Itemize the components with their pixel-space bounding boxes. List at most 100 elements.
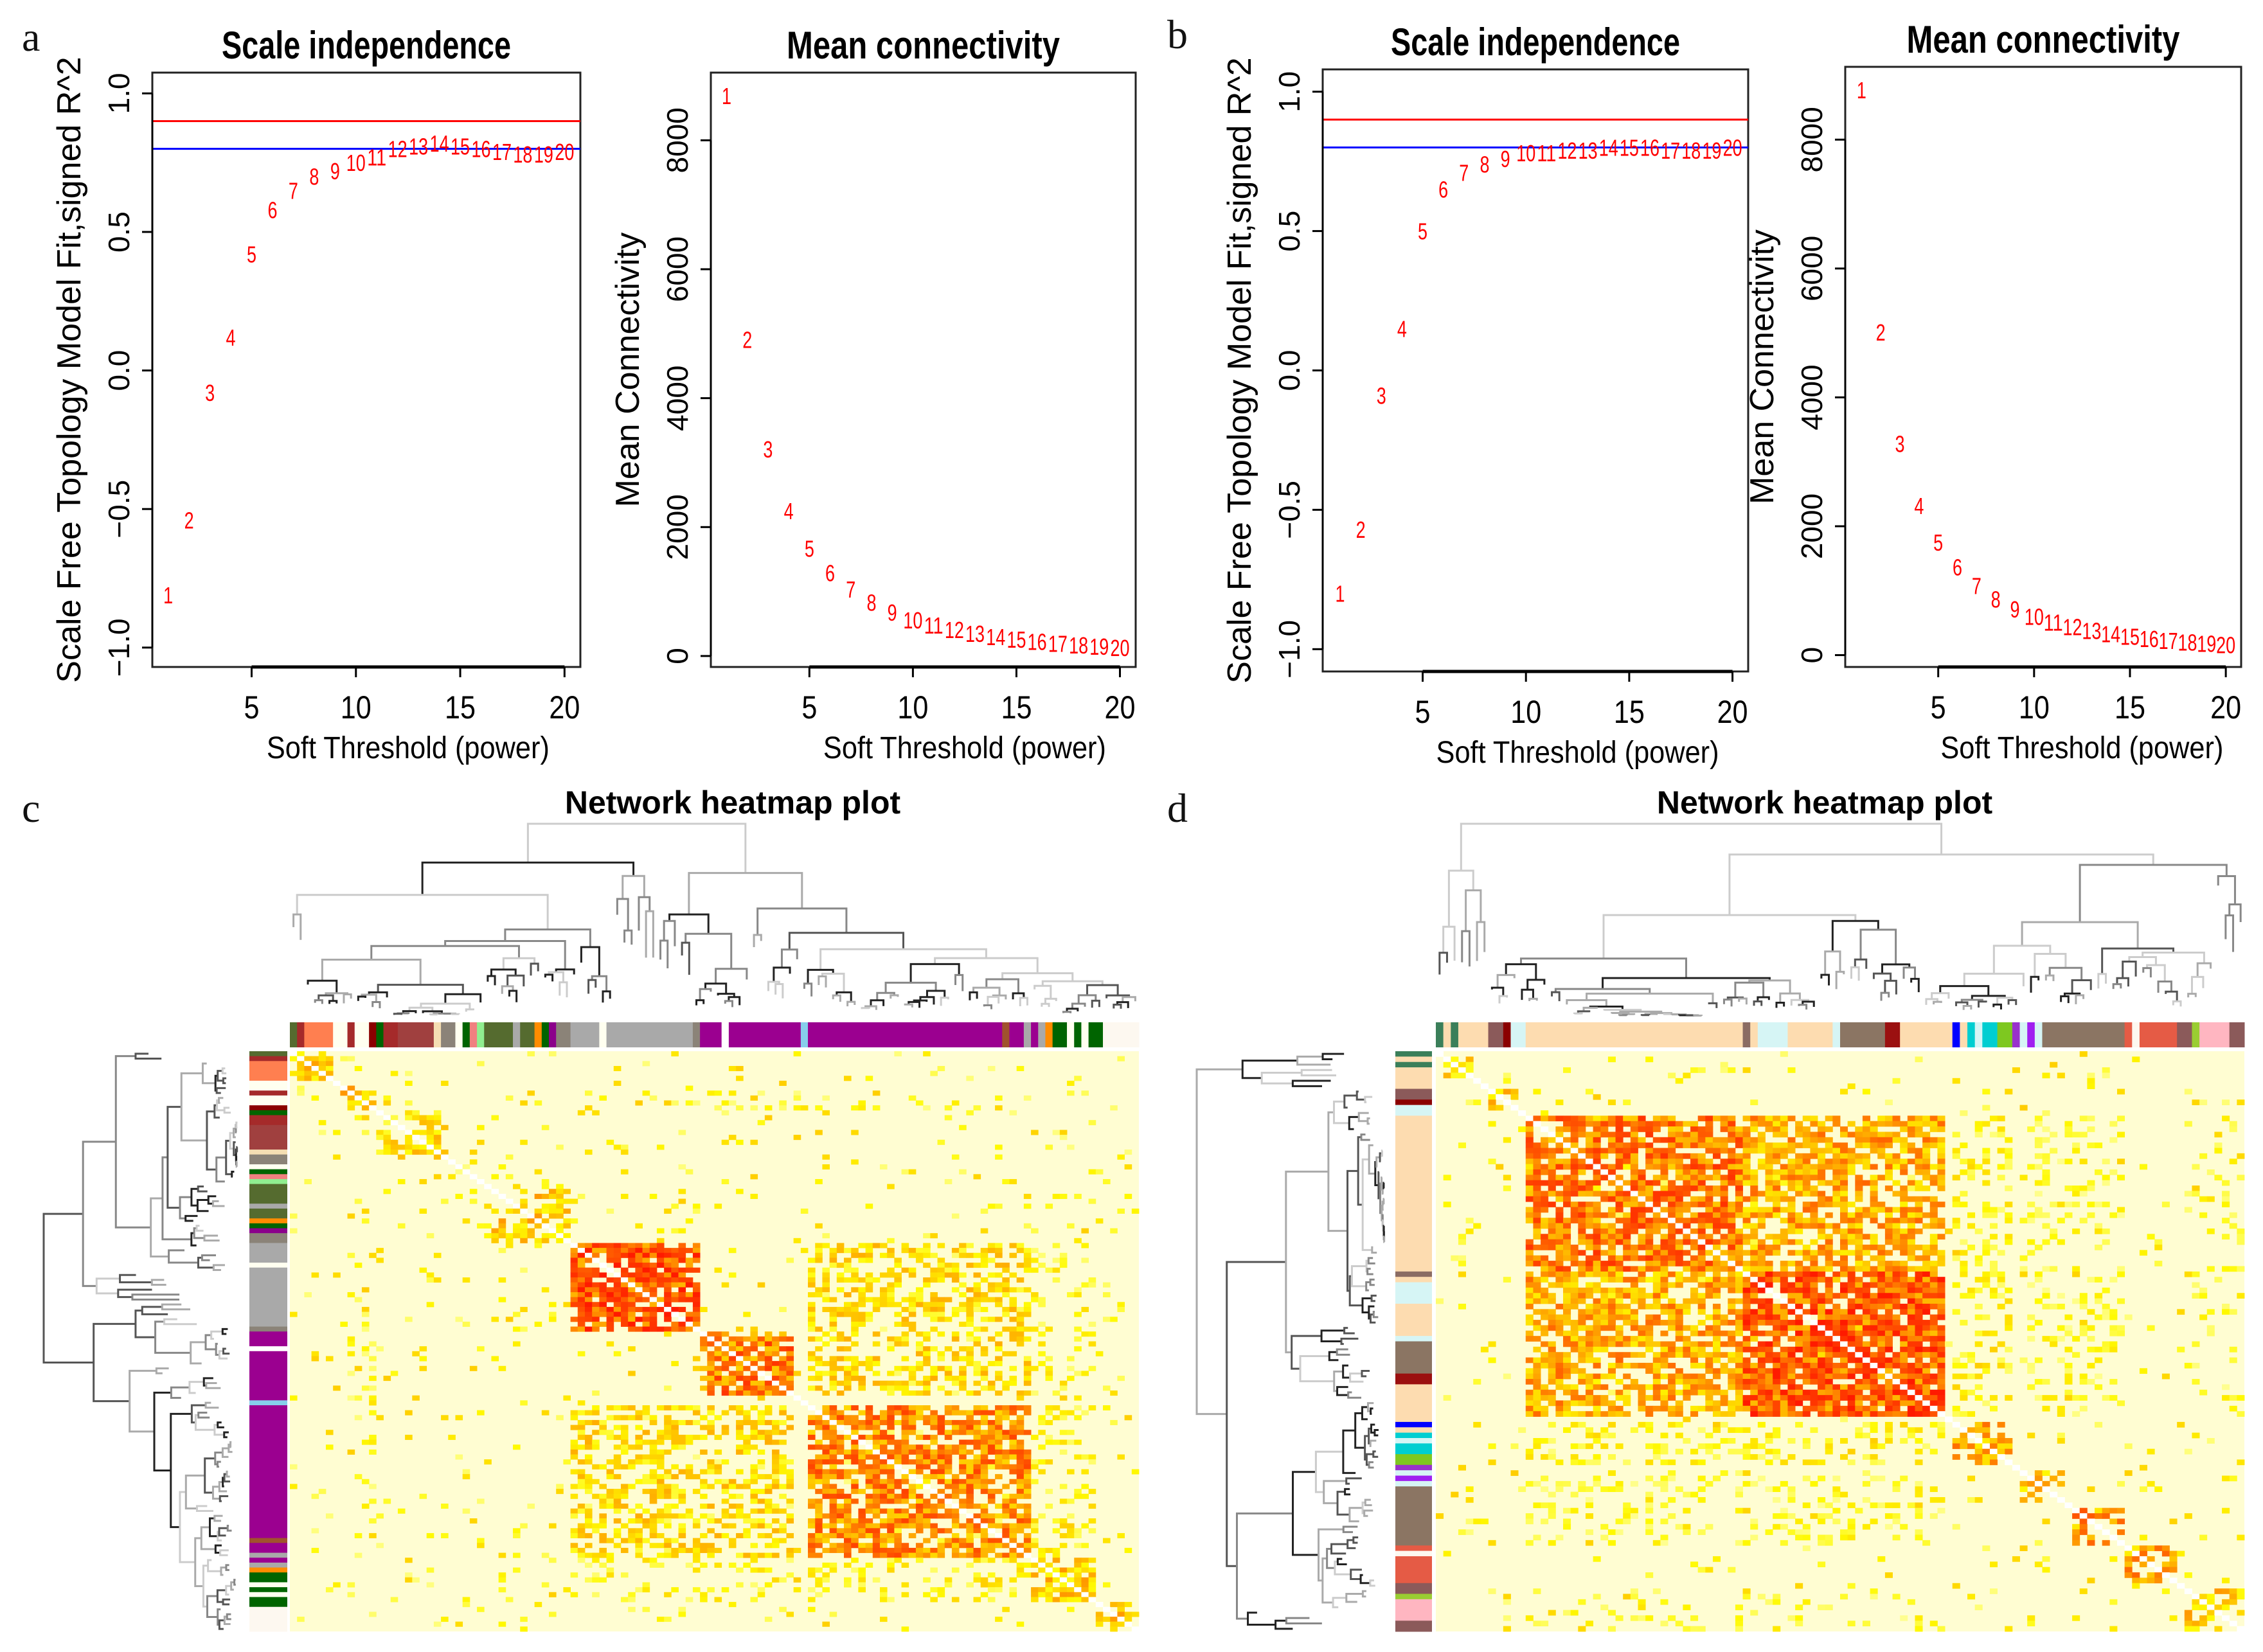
heatmap-cell — [455, 1317, 463, 1322]
heatmap-cell — [1548, 1169, 1556, 1175]
heatmap-cell — [584, 1577, 593, 1583]
heatmap-cell — [584, 1434, 593, 1440]
heatmap-cell — [664, 1449, 672, 1455]
heatmap-cell — [2237, 1228, 2245, 1234]
heatmap-cell — [944, 1317, 953, 1322]
heatmap-cell — [311, 1351, 319, 1356]
heatmap-cell — [1907, 1148, 1915, 1154]
heatmap-cell — [721, 1523, 729, 1529]
heatmap-cell — [959, 1282, 967, 1288]
heatmap-cell — [592, 1252, 600, 1258]
heatmap-cell — [1810, 1218, 1818, 1223]
heatmap-cell — [844, 1376, 852, 1381]
heatmap-cell — [908, 1297, 917, 1302]
heatmap-cell — [656, 1282, 665, 1288]
heatmap-cell — [1937, 1159, 1945, 1164]
heatmap-cell — [599, 1425, 607, 1430]
data-point-label: 11 — [924, 612, 944, 639]
heatmap-cell — [851, 1267, 859, 1273]
heatmap-cell — [721, 1498, 729, 1504]
heatmap-cell — [1052, 1528, 1060, 1534]
heatmap-cell — [433, 1150, 442, 1155]
module-color-row — [249, 1351, 287, 1401]
heatmap-cell — [995, 1410, 1003, 1416]
heatmap-cell — [692, 1297, 701, 1302]
heatmap-cell — [441, 1080, 449, 1086]
heatmap-cell — [419, 1115, 427, 1121]
heatmap-cell — [1675, 1153, 1683, 1159]
heatmap-cell — [764, 1474, 773, 1480]
heatmap-cell — [599, 1523, 607, 1529]
heatmap-cell — [1095, 1351, 1104, 1356]
heatmap-cell — [966, 1479, 974, 1484]
heatmap-cell — [1009, 1479, 1017, 1484]
heatmap-cell — [1892, 1121, 1901, 1127]
heatmap-cell — [678, 1405, 686, 1411]
heatmap-cell — [829, 1454, 837, 1460]
heatmap-cell — [325, 1513, 334, 1519]
dendrogram-branch — [934, 957, 1039, 973]
heatmap-cell — [750, 1523, 758, 1529]
heatmap-cell — [649, 1528, 657, 1534]
heatmap-cell — [325, 1587, 334, 1593]
heatmap-cell — [1623, 1099, 1631, 1106]
heatmap-cell — [714, 1351, 722, 1356]
heatmap-cell — [1787, 1218, 1796, 1223]
heatmap-cell — [1870, 1126, 1878, 1132]
heatmap-cell — [606, 1489, 614, 1495]
heatmap-cell — [1907, 1159, 1915, 1164]
heatmap-cell — [779, 1361, 787, 1367]
heatmap-cell — [1870, 1180, 1878, 1186]
heatmap-cell — [311, 1493, 319, 1499]
heatmap-cell — [628, 1326, 636, 1332]
heatmap-cell — [1031, 1257, 1039, 1263]
heatmap-cell — [1593, 1115, 1601, 1122]
heatmap-cell — [721, 1513, 729, 1519]
heatmap-cell — [2005, 1239, 2013, 1245]
heatmap-cell — [815, 1513, 823, 1519]
x-tick-label: 15 — [1614, 694, 1645, 730]
heatmap-cell — [1787, 1180, 1796, 1186]
heatmap-cell — [1600, 1121, 1609, 1127]
heatmap-cell — [1578, 1223, 1586, 1229]
heatmap-cell — [851, 1130, 859, 1135]
heatmap-cell — [700, 1479, 708, 1484]
heatmap-cell — [966, 1410, 974, 1416]
heatmap-cell — [426, 1277, 434, 1283]
heatmap-cell — [1735, 1164, 1743, 1170]
dendrogram-branch — [184, 1214, 198, 1222]
heatmap-cell — [757, 1489, 765, 1495]
heatmap-cell — [1892, 1137, 1901, 1143]
dendrogram-branch — [1091, 999, 1100, 1008]
heatmap-cell — [1855, 1207, 1863, 1213]
heatmap-cell — [1009, 1317, 1017, 1322]
heatmap-cell — [592, 1410, 600, 1416]
heatmap-cell — [1031, 1434, 1039, 1440]
heatmap-cell — [1870, 1218, 1878, 1223]
heatmap-cell — [815, 1336, 823, 1342]
heatmap-cell — [664, 1518, 672, 1524]
heatmap-cell — [887, 1513, 895, 1519]
heatmap-cell — [1884, 1099, 1893, 1106]
heatmap-cell — [915, 1547, 924, 1553]
dendrogram-branch — [368, 991, 388, 998]
heatmap-cell — [1982, 1121, 1990, 1127]
heatmap-cell — [937, 1297, 945, 1302]
heatmap-cell — [959, 1252, 967, 1258]
heatmap-cell — [1016, 1390, 1024, 1396]
heatmap-cell — [951, 1523, 960, 1529]
heatmap-cell — [858, 1425, 866, 1430]
heatmap-cell — [1623, 1234, 1631, 1240]
heatmap-cell — [333, 1154, 341, 1160]
data-point-label: 2 — [184, 507, 194, 533]
heatmap-cell — [1652, 1126, 1661, 1132]
heatmap-cell — [829, 1567, 837, 1573]
heatmap-cell — [426, 1567, 434, 1573]
heatmap-cell — [1067, 1430, 1075, 1435]
heatmap-cell — [714, 1562, 722, 1568]
module-color-column — [2199, 1022, 2230, 1047]
heatmap-cell — [937, 1243, 945, 1248]
heatmap-cell — [1533, 1164, 1541, 1170]
heatmap-cell — [656, 1238, 665, 1243]
dendrogram-branch — [214, 1544, 222, 1554]
